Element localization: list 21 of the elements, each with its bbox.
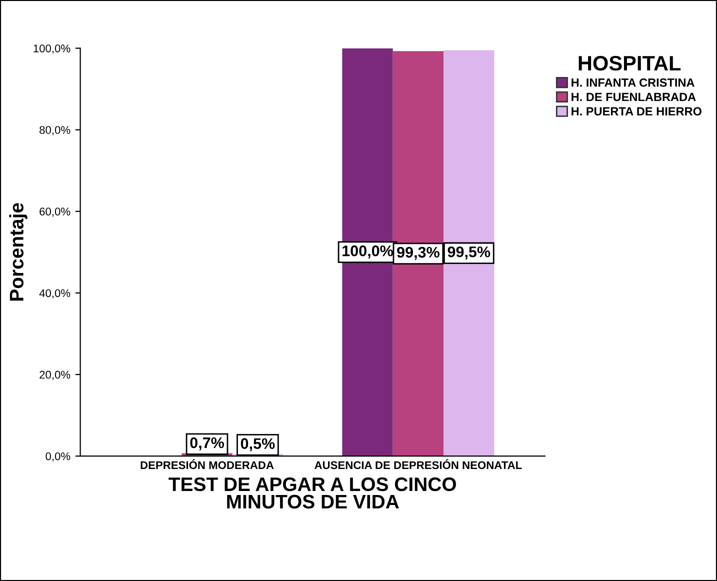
data-label: 0,5%: [240, 438, 275, 452]
legend-label: H. INFANTA CRISTINA: [572, 78, 694, 87]
x-tick-label: AUSENCIA DE DEPRESIÓN NEONATAL: [314, 459, 522, 470]
x-axis-title: TEST DE APGAR A LOS CINCO MINUTOS DE VIDA: [168, 477, 456, 509]
y-tick-label: 60,0%: [40, 208, 70, 217]
legend-label: H. PUERTA DE HIERRO: [572, 107, 702, 116]
y-tick-label: 40,0%: [39, 289, 70, 298]
y-tick-label: 80,0%: [40, 126, 70, 136]
y-tick-label: 100,0%: [34, 44, 70, 54]
data-label: 100,0%: [342, 245, 394, 258]
data-label: 99,5%: [448, 246, 490, 260]
y-tick-label: 20,0%: [40, 370, 70, 380]
data-label: 99,3%: [397, 246, 440, 260]
data-label: 0,7%: [190, 437, 224, 450]
legend-label: H. DE FUENLABRADA: [572, 92, 696, 102]
y-axis-title: Porcentaje: [9, 203, 28, 301]
legend-title: HOSPITAL: [578, 56, 681, 71]
y-tick-label: 0,0%: [46, 452, 70, 462]
bar: [392, 51, 444, 456]
x-tick-label: DEPRESIÓN MODERADA: [140, 459, 274, 470]
bar: [444, 50, 494, 456]
